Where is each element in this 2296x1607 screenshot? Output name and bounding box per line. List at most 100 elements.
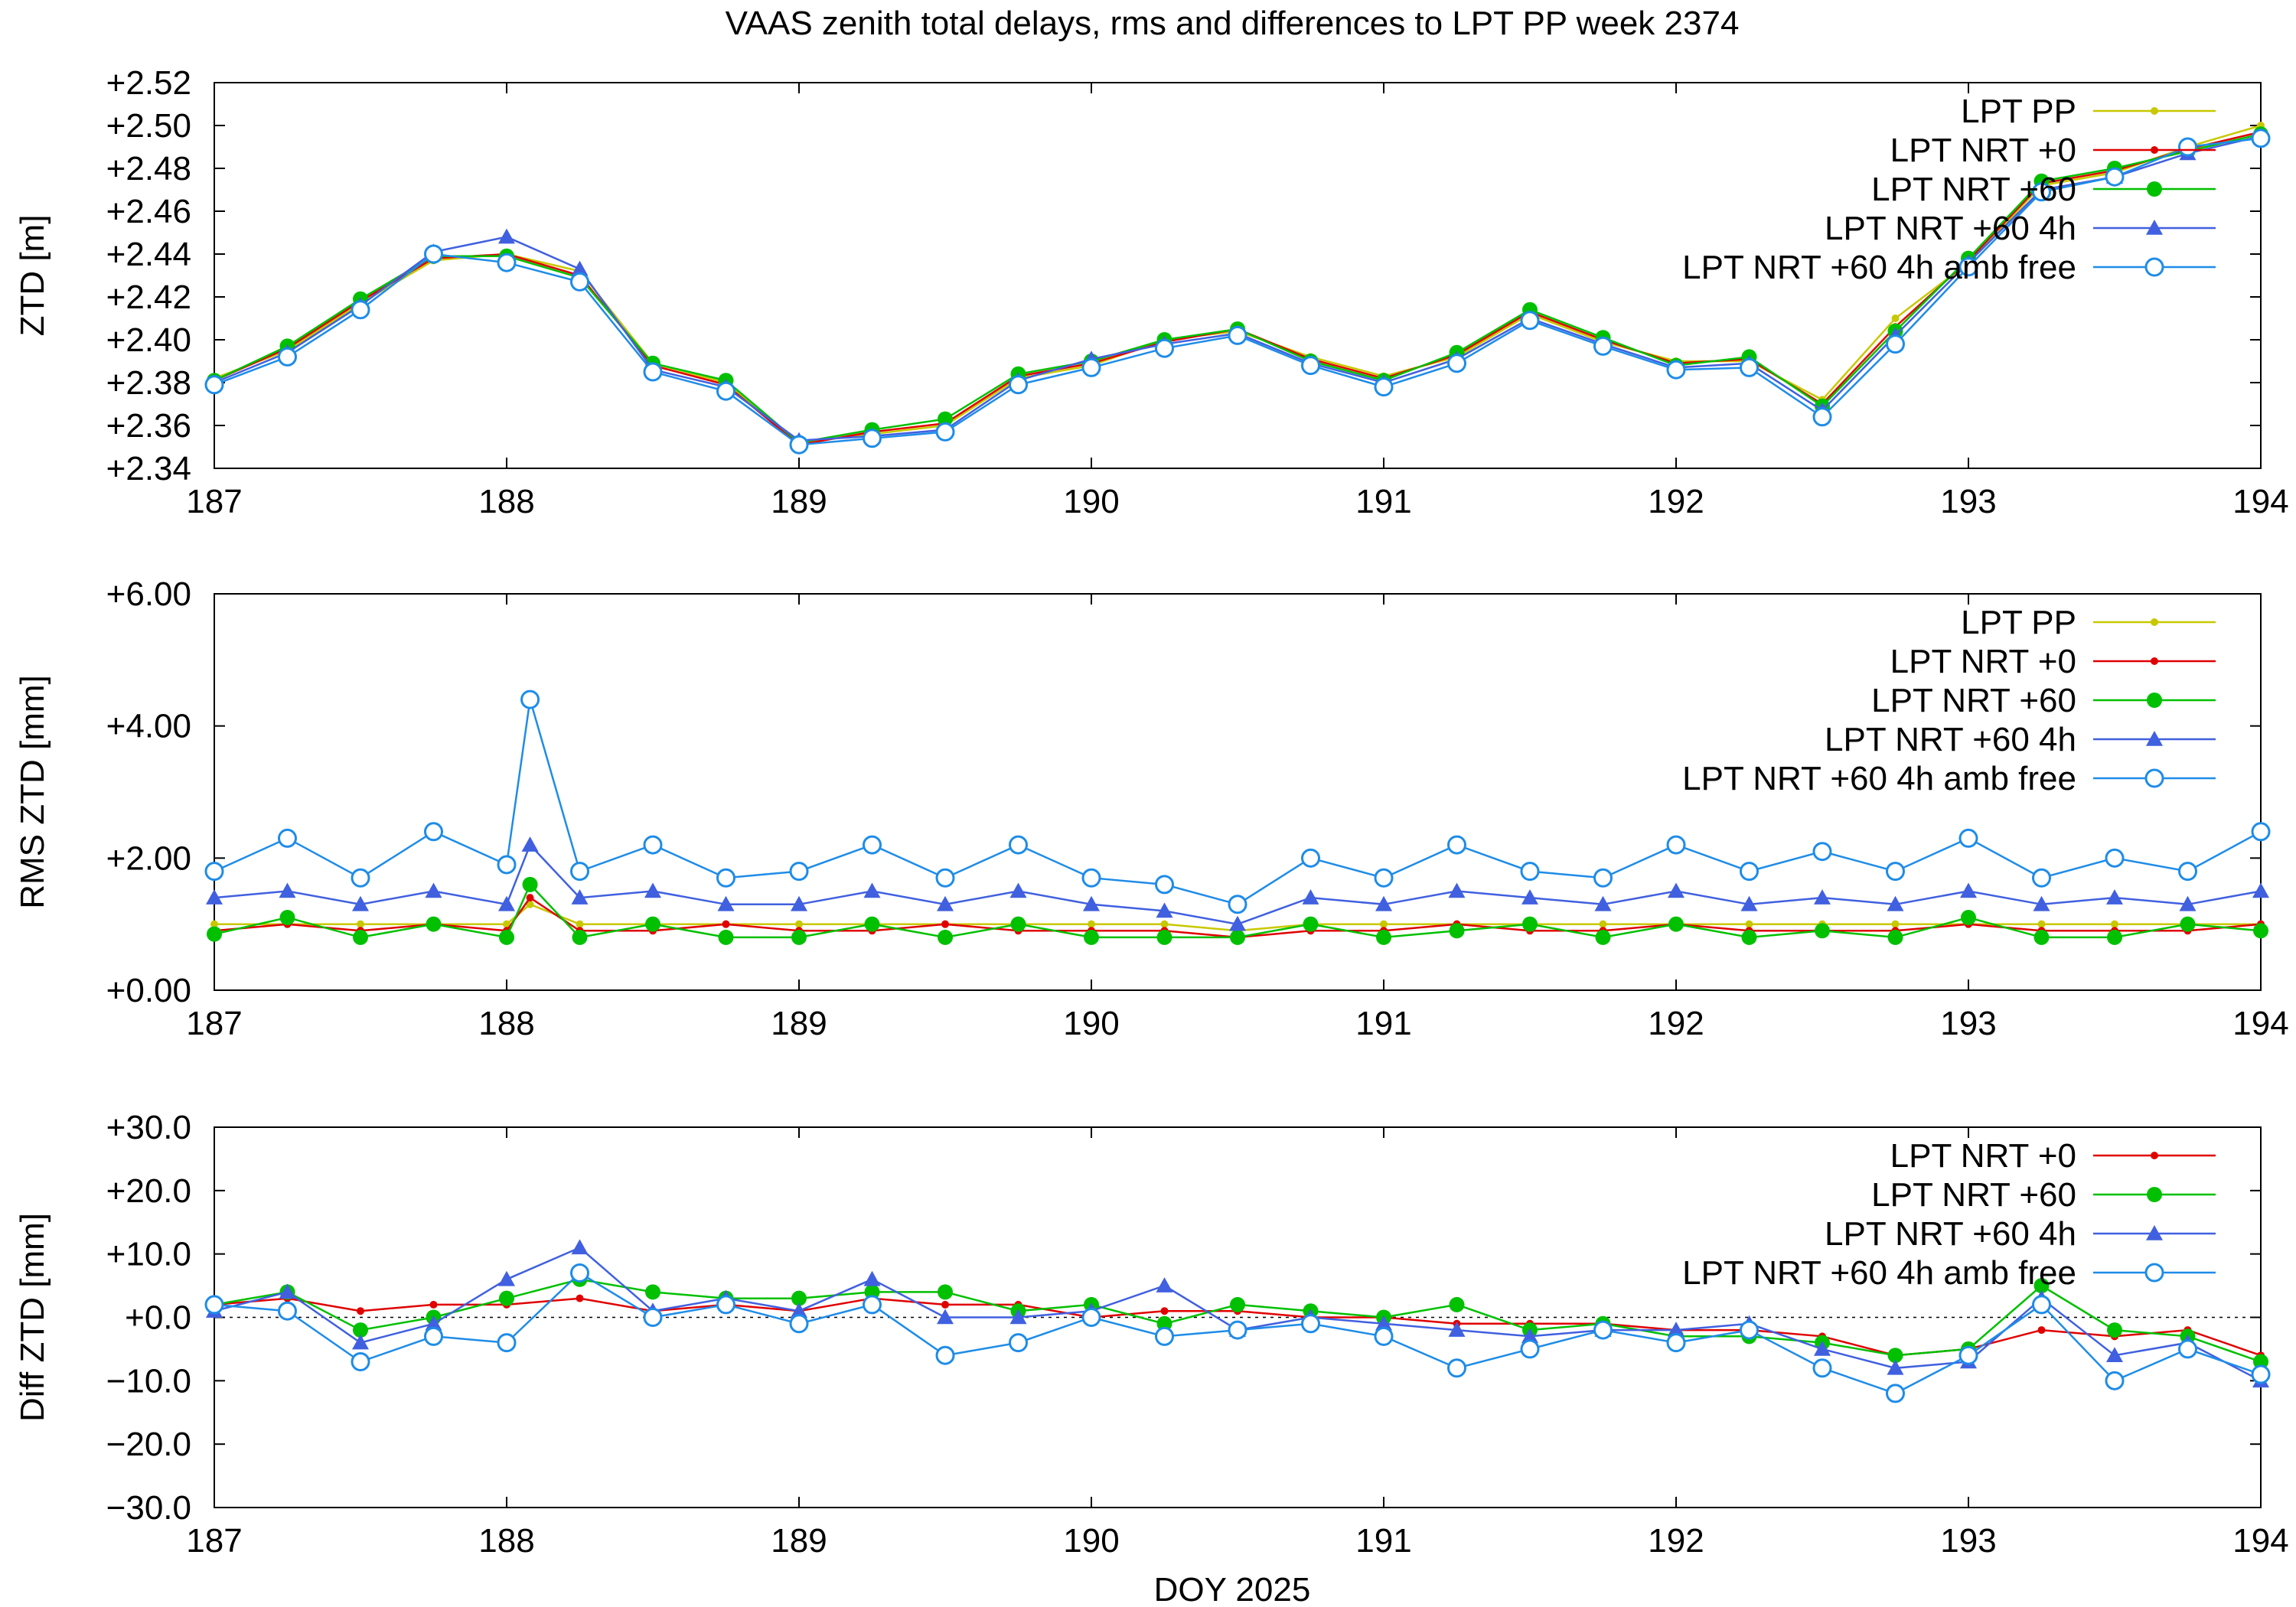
y-tick-label: +0.0 xyxy=(125,1299,191,1337)
data-point xyxy=(1302,889,1319,905)
data-point xyxy=(1375,895,1392,911)
series-lpt-nrt-60-4h-amb-free xyxy=(204,1263,2271,1403)
legend-swatch-marker xyxy=(2144,1263,2164,1283)
data-point xyxy=(791,929,807,945)
series-line xyxy=(214,903,2261,932)
data-point xyxy=(1084,929,1099,945)
y-tick-label: +2.48 xyxy=(106,150,191,187)
data-point xyxy=(1447,835,1466,855)
data-point xyxy=(2107,929,2122,945)
data-point xyxy=(576,920,584,928)
data-point xyxy=(1081,868,1101,888)
data-point xyxy=(1009,1333,1028,1353)
data-point xyxy=(1374,868,1394,888)
y-tick-label: +10.0 xyxy=(106,1236,191,1273)
series-line xyxy=(214,882,2262,939)
data-point xyxy=(429,1300,438,1309)
data-point xyxy=(1887,929,1903,945)
data-point xyxy=(1156,1277,1173,1292)
data-point xyxy=(1666,835,1686,855)
data-point xyxy=(1083,895,1100,911)
data-point xyxy=(2251,1364,2271,1384)
data-point xyxy=(570,862,589,882)
data-point xyxy=(2107,1322,2122,1338)
series-line xyxy=(214,843,2262,925)
x-tick-label: 194 xyxy=(2232,1005,2288,1042)
y-tick-label: +2.44 xyxy=(106,236,191,273)
data-point xyxy=(716,868,735,888)
data-point xyxy=(1229,915,1246,931)
data-point xyxy=(864,916,880,932)
data-point xyxy=(1301,848,1320,868)
y-tick-label: +6.00 xyxy=(106,575,191,613)
data-point xyxy=(503,920,510,928)
data-point xyxy=(1228,1320,1247,1340)
x-tick-label: 193 xyxy=(1940,1005,1996,1042)
legend-label: LPT NRT +60 4h amb free xyxy=(1682,1254,2076,1292)
data-point xyxy=(1887,895,1904,911)
data-point xyxy=(1668,882,1684,898)
x-tick-label: 192 xyxy=(1648,1522,1704,1560)
data-point xyxy=(1593,868,1613,888)
data-point xyxy=(278,828,297,848)
data-point xyxy=(1380,920,1388,928)
legend-label: LPT PP xyxy=(1961,604,2076,641)
data-point xyxy=(941,920,949,928)
data-point xyxy=(572,929,588,945)
legend-label: LPT NRT +60 xyxy=(1871,682,2076,719)
data-point xyxy=(2252,882,2269,898)
data-point xyxy=(278,347,297,367)
legend-swatch-marker xyxy=(2144,257,2164,277)
plot-frame xyxy=(214,82,2262,469)
data-point xyxy=(204,375,224,395)
data-point xyxy=(1668,916,1684,932)
legend-label: LPT PP xyxy=(1961,93,2076,130)
data-point xyxy=(938,929,953,945)
legend-swatch-marker xyxy=(2144,768,2164,788)
data-point xyxy=(1812,407,1832,427)
data-point xyxy=(1812,1358,1832,1378)
data-point xyxy=(2253,1354,2268,1370)
y-tick-label: +2.36 xyxy=(106,407,191,445)
data-point xyxy=(2032,1295,2051,1315)
data-point xyxy=(1666,360,1686,380)
data-point xyxy=(645,916,660,932)
data-point xyxy=(1891,315,1900,322)
data-point xyxy=(1447,354,1466,373)
data-point xyxy=(1668,1322,1684,1337)
legend-swatch-marker xyxy=(2146,220,2163,235)
x-tick-label: 193 xyxy=(1940,483,1996,520)
data-point xyxy=(716,1295,735,1315)
data-point xyxy=(1745,920,1753,928)
data-point xyxy=(352,895,369,911)
y-tick-label: +2.38 xyxy=(106,364,191,402)
x-tick-label: 191 xyxy=(1355,1005,1411,1042)
data-point xyxy=(351,1351,370,1371)
data-point xyxy=(863,429,882,448)
data-point xyxy=(941,1300,949,1309)
data-point xyxy=(1740,357,1759,377)
data-point xyxy=(497,855,517,875)
data-point xyxy=(2033,929,2050,945)
data-point xyxy=(2033,895,2050,911)
data-point xyxy=(1599,920,1607,928)
data-point xyxy=(278,1301,297,1321)
data-point xyxy=(1155,1326,1174,1346)
x-tick-label: 190 xyxy=(1063,1522,1119,1560)
data-point xyxy=(1081,1308,1101,1327)
data-point xyxy=(789,862,809,882)
x-tick-label: 190 xyxy=(1063,483,1119,520)
series-line xyxy=(214,699,2262,906)
legend-label: LPT NRT +60 xyxy=(1871,171,2076,208)
data-point xyxy=(2106,889,2123,905)
legend-swatch-marker xyxy=(2151,618,2158,626)
legend-swatch-marker xyxy=(2147,693,2162,708)
data-point xyxy=(576,1294,584,1302)
data-point xyxy=(1887,1348,1903,1364)
legend-label: LPT NRT +60 4h amb free xyxy=(1682,249,2076,286)
data-point xyxy=(644,882,661,898)
data-point xyxy=(1301,1314,1320,1334)
y-tick-label: +20.0 xyxy=(106,1172,191,1210)
data-point xyxy=(426,916,442,932)
